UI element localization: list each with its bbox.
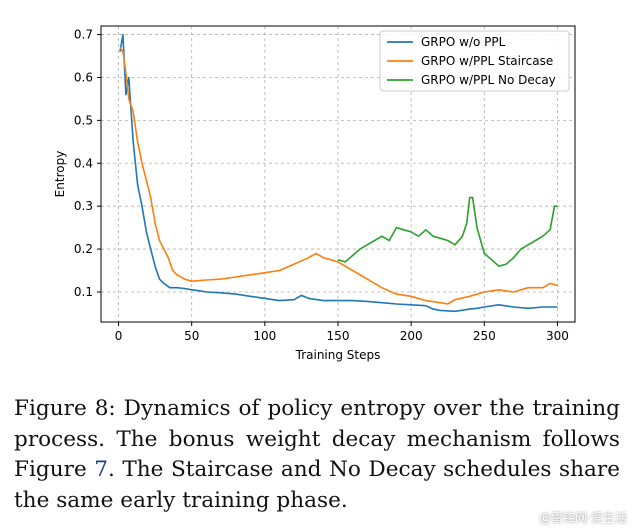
y-ticks: 0.1 0.2 0.3 0.4 0.5 0.6 0.7	[74, 28, 101, 299]
figure-caption: Figure 8: Dynamics of policy entropy ove…	[14, 394, 620, 516]
y-tick-label: 0.5	[74, 113, 93, 127]
series-lines	[119, 33, 558, 313]
series-line-2	[119, 46, 558, 305]
figure-reference-link[interactable]: 7	[94, 457, 108, 482]
y-axis-label: Entropy	[53, 151, 67, 198]
legend-box	[379, 30, 570, 92]
x-tick-label: 300	[546, 329, 569, 343]
series-line-3	[337, 196, 558, 268]
y-tick-label: 0.3	[74, 199, 93, 213]
x-tick-label: 100	[253, 329, 276, 343]
x-tick-label: 50	[184, 329, 199, 343]
caption-text-suffix: . The Staircase and No Decay schedules s…	[14, 457, 620, 513]
legend-label: GRPO w/o PPL	[421, 35, 506, 49]
watermark: @雷锋网·爱生活	[539, 511, 627, 525]
y-tick-label: 0.1	[74, 285, 93, 299]
y-tick-label: 0.2	[74, 242, 93, 256]
legend: GRPO w/o PPL GRPO w/PPL Staircase GRPO w/P…	[379, 30, 570, 92]
x-axis-label: Training Steps	[295, 348, 381, 362]
y-tick-label: 0.6	[74, 70, 93, 84]
series-line-1	[119, 33, 558, 313]
x-tick-label: 0	[115, 329, 123, 343]
caption-text-prefix: Figure 8: Dynamics of policy entropy ove…	[14, 396, 620, 482]
y-tick-label: 0.7	[74, 28, 93, 42]
x-ticks: 0 50 100 150 200 250 300	[115, 322, 569, 343]
x-tick-label: 200	[400, 329, 423, 343]
x-tick-label: 150	[327, 329, 350, 343]
legend-label: GRPO w/PPL No Decay	[421, 73, 556, 87]
legend-label: GRPO w/PPL Staircase	[421, 54, 553, 68]
entropy-chart: 0 50 100 150 200 250 300 0.1 0.2 0.3 0.4 0.5 0.6 0.7…	[53, 25, 576, 362]
y-tick-label: 0.4	[74, 156, 93, 170]
x-tick-label: 250	[473, 329, 496, 343]
grid-lines	[101, 26, 575, 322]
